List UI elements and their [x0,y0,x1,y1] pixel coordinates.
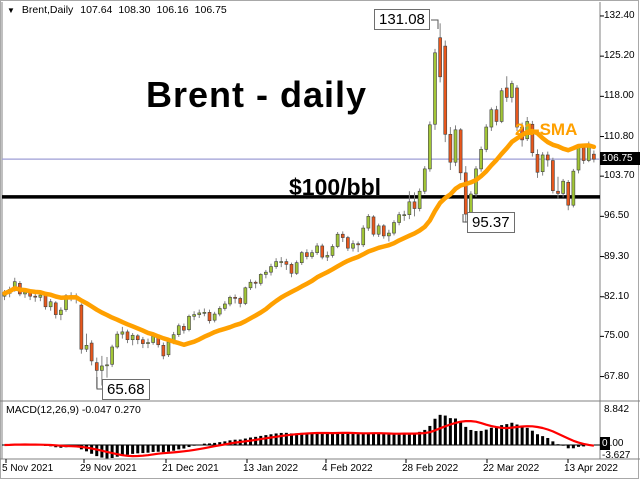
ohlc-high: 108.30 [118,4,151,16]
macd-axis-min-label: -3.627 [602,450,631,461]
macd-indicator-label: MACD(12,26,9) -0.047 0.270 [6,404,141,416]
time-axis-label: 28 Feb 2022 [402,463,459,474]
macd-tag-rest: .00 [609,438,624,449]
hundred-dollar-label: $100/bbl [289,174,382,200]
chart-title: Brent - daily [146,74,368,115]
ohlc-open: 107.64 [80,4,113,16]
ohlc-low: 106.16 [156,4,189,16]
time-axis-label: 13 Apr 2022 [564,463,618,474]
title-bar: ▼ Brent,Daily 107.64 108.30 106.16 106.7… [7,4,227,16]
time-axis-label: 4 Feb 2022 [322,463,373,474]
price-axis-label: 103.70 [604,170,635,182]
price-axis-label: 82.10 [604,290,630,302]
dip-callout-line [462,214,467,223]
time-axis-label: 29 Nov 2021 [80,463,137,474]
time-axis-label: 22 Mar 2022 [483,463,540,474]
current-price-tag: 106.75 [600,152,640,165]
price-axis-label: 67.80 [604,370,630,382]
time-axis-label: 13 Jan 2022 [243,463,299,474]
price-axis-label: 89.30 [604,250,630,262]
price-axis-label: 132.40 [604,9,635,21]
low-callout-line [96,377,102,390]
peak-callout[interactable]: 131.08 [374,9,430,30]
price-axis-label: 75.00 [604,330,630,342]
symbol-dropdown-icon[interactable]: ▼ [7,5,15,15]
ohlc-readout: 107.64 108.30 106.16 106.75 [80,4,227,16]
macd-axis-max-label: 8.842 [604,404,630,415]
symbol-name: Brent,Daily [21,4,74,16]
dip-callout[interactable]: 95.37 [467,212,515,233]
axis-frame-lines [0,2,640,463]
price-axis-label: 96.50 [604,210,630,222]
macd-current-value-tag: 0 .00 [600,437,623,450]
peak-callout-line [431,19,439,29]
macd-tag-box: 0 [600,437,610,450]
candlestick-series [2,23,596,389]
macd-signal-line [4,420,595,458]
macd-histogram [2,414,600,459]
ohlc-close: 106.75 [194,4,227,16]
sma-line [2,128,597,348]
price-axis-label: 118.00 [604,90,634,102]
low-callout[interactable]: 65.68 [102,379,150,400]
time-axis-label: 5 Nov 2021 [2,463,54,474]
time-axis-label: 21 Dec 2021 [162,463,219,474]
sma-label: 21-SMA [515,120,578,139]
price-axis-label: 125.20 [604,50,635,62]
price-axis-label: 110.80 [604,130,634,142]
